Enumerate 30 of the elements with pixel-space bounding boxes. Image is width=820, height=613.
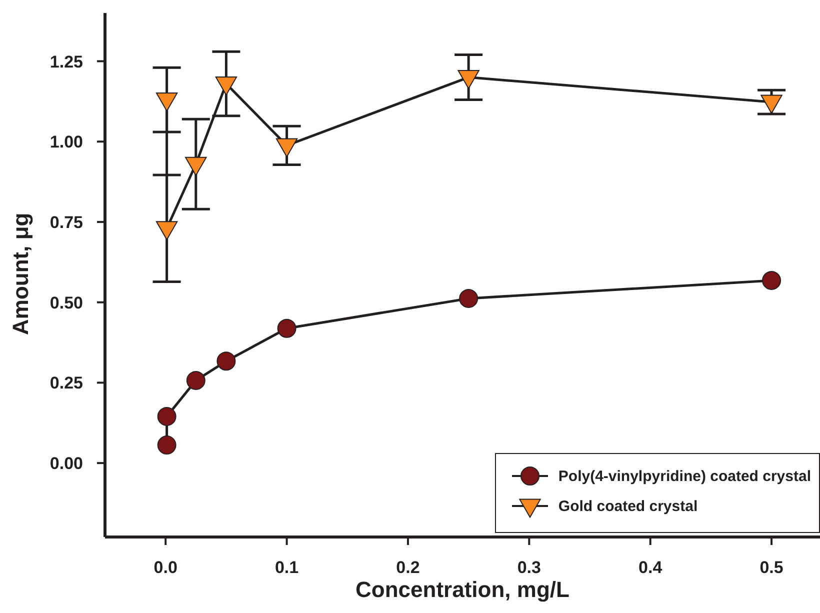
- point: [458, 70, 480, 90]
- x-tick-label: 0.0: [154, 558, 178, 578]
- point: [216, 352, 236, 371]
- x-tick-label: 0.1: [274, 558, 299, 578]
- x-tick-label: 0.4: [638, 558, 663, 578]
- y-tick-label: 0.00: [50, 454, 83, 474]
- y-axis-title: Amount, μg: [8, 212, 33, 335]
- y-tick-label: 1.25: [50, 52, 83, 72]
- point: [459, 288, 478, 308]
- point: [215, 76, 238, 96]
- y-tick-label: 0.50: [50, 293, 83, 312]
- point: [156, 92, 178, 112]
- legend-label: Poly(4-vinylpyridine) coated crystal: [558, 468, 811, 484]
- point: [157, 406, 176, 426]
- point: [185, 156, 207, 176]
- point: [157, 436, 176, 455]
- x-tick-label: 0.2: [396, 558, 420, 578]
- point: [277, 318, 296, 338]
- x-tick-label: 0.3: [517, 558, 541, 578]
- point: [156, 221, 178, 240]
- point: [276, 138, 298, 158]
- point: [760, 94, 782, 114]
- x-axis-title: Concentration, mg/L: [356, 577, 570, 602]
- point: [186, 370, 206, 390]
- legend-label: Gold coated crystal: [558, 498, 698, 514]
- point: [762, 270, 782, 290]
- y-tick-label: 1.00: [50, 132, 83, 152]
- y-tick-label: 0.75: [50, 212, 83, 232]
- x-tick-label: 0.5: [760, 558, 784, 578]
- y-tick-label: 0.25: [50, 374, 83, 393]
